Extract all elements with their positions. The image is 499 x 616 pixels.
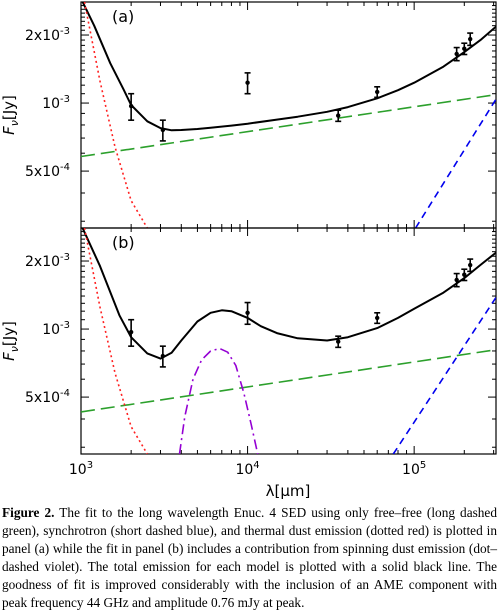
panel-b-plot-area bbox=[81, 228, 496, 454]
panel-a-thermal-dust-line bbox=[83, 2, 148, 228]
panel-b-total-line bbox=[81, 228, 496, 360]
panel-a-total-line bbox=[81, 2, 496, 132]
panel-b-data-point bbox=[244, 301, 251, 326]
panel-b-label: (b) bbox=[112, 233, 135, 252]
panel-a-data-point bbox=[467, 32, 474, 47]
x-axis: 103 104 105 bbox=[69, 460, 426, 478]
panel-a-data-point bbox=[453, 46, 460, 62]
x-tick-label: 105 bbox=[402, 460, 426, 478]
panel-a-data-point bbox=[159, 119, 166, 142]
x-tick-label: 104 bbox=[235, 460, 259, 478]
panel-b-y-tick-label: 2x10-3 bbox=[25, 252, 70, 270]
panel-b-data-point bbox=[128, 318, 135, 347]
panel-a-data-point bbox=[128, 92, 135, 121]
figure-caption: Figure 2. The fit to the long wavelength… bbox=[2, 504, 497, 613]
x-axis-label: λ[μm] bbox=[266, 482, 311, 500]
panel-b: (b) 5x10-4 10-3 2x10-3 bbox=[25, 227, 497, 455]
panel-a-data-point bbox=[244, 72, 251, 95]
panel-b-data-point bbox=[461, 268, 468, 282]
panel-a-label: (a) bbox=[112, 7, 134, 26]
panel-b-frame bbox=[80, 227, 497, 455]
panel-a-data-point bbox=[461, 42, 468, 56]
panel-b-y-tick-label: 10-3 bbox=[42, 320, 70, 338]
x-tick-label: 103 bbox=[69, 460, 93, 478]
panel-b-thermal-dust-line bbox=[83, 228, 148, 454]
panel-a-plot-area bbox=[81, 2, 496, 228]
panel-b-free-free-line bbox=[81, 348, 496, 413]
panel-b-y-tick-label: 5x10-4 bbox=[25, 388, 70, 406]
y-axis-label-b: Fν[Jy] bbox=[0, 321, 21, 361]
panel-b-data-point bbox=[374, 312, 381, 325]
panel-a-y-tick-label: 5x10-4 bbox=[25, 162, 70, 180]
sed-figure: (a) 5x10-4 10-3 2x10-3 (b) 5x10-4 10-3 2x10-… bbox=[0, 1, 497, 500]
panel-a-y-tick-label: 2x10-3 bbox=[25, 26, 70, 44]
panel-a-data-point bbox=[335, 109, 342, 123]
panel-b-synchrotron-line bbox=[392, 296, 496, 454]
panel-a-data-point bbox=[374, 86, 381, 99]
panel-b-data-point bbox=[467, 258, 474, 273]
panel-b-data-point bbox=[453, 272, 460, 288]
panel-b-spinning-dust-line bbox=[178, 347, 259, 454]
panel-b-data-point bbox=[335, 335, 342, 349]
panel-a-synchrotron-line bbox=[414, 98, 496, 228]
panel-a-y-axis-label: Fν[Jy] bbox=[0, 95, 21, 135]
panel-a-y-tick-label: 10-3 bbox=[42, 94, 70, 112]
panel-b-data-point bbox=[159, 345, 166, 368]
panel-b-y-axis-label: Fν[Jy] bbox=[0, 321, 21, 361]
caption-label: Figure 2. bbox=[2, 505, 55, 520]
caption-text: The fit to the long wavelength Enuc. 4 S… bbox=[2, 505, 497, 611]
panel-a-free-free-line bbox=[81, 93, 496, 158]
y-axis-label-a: Fν[Jy] bbox=[0, 95, 21, 135]
panel-a-frame bbox=[80, 1, 497, 229]
panel-a: (a) 5x10-4 10-3 2x10-3 bbox=[25, 1, 497, 229]
